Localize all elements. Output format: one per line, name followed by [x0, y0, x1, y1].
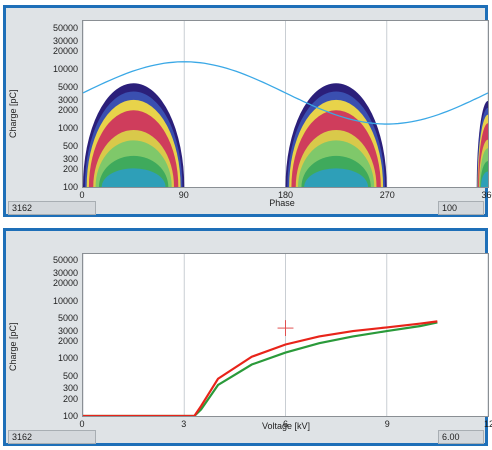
y-tick-label: 1000	[57, 353, 78, 364]
status-left: 3162	[8, 430, 96, 444]
y-tick-label: 5000	[57, 313, 78, 324]
y-axis-title: Charge [pC]	[8, 89, 18, 138]
phase-resolved-chart	[83, 21, 488, 187]
y-tick-label: 2000	[57, 105, 78, 116]
y-tick-label: 3000	[57, 325, 78, 336]
y-axis-title: Charge [pC]	[8, 322, 18, 371]
y-tick-label: 200	[62, 164, 78, 175]
pd-cluster-1-band-7	[304, 168, 369, 187]
x-tick-label: 3	[181, 419, 187, 429]
charge-voltage-panel: Charge [pC] 50000 30000 20000 10000 5000 3000…	[3, 228, 492, 446]
y-tick-label: 20000	[52, 46, 78, 57]
x-tick-label: 180	[277, 190, 294, 200]
x-axis-title: Voltage [kV]	[261, 421, 311, 431]
y-tick-label: 300	[62, 383, 78, 394]
pd-cluster-0-band-7	[101, 168, 166, 187]
x-tick-label: 6	[282, 419, 289, 429]
x-tick-label: 360	[481, 190, 492, 200]
y-tick-label: 10000	[52, 295, 78, 306]
y-tick-label: 30000	[52, 268, 78, 279]
status-right: 6.00	[438, 430, 484, 444]
y-tick-label: 100	[62, 411, 78, 421]
voltage-plot-area[interactable]	[82, 253, 489, 417]
x-tick-label: 9	[384, 419, 390, 429]
status-right: 100	[438, 201, 484, 215]
x-tick-label: 0	[79, 190, 85, 200]
crosshair-cursor[interactable]	[277, 320, 294, 336]
y-tick-label: 2000	[57, 336, 78, 346]
status-left: 3162	[8, 201, 96, 215]
charge-voltage-chart	[83, 254, 488, 416]
y-tick-label: 300	[62, 153, 78, 164]
x-tick-label: 270	[379, 190, 395, 200]
y-tick-label: 1000	[57, 122, 78, 133]
y-tick-label: 10000	[52, 63, 78, 74]
y-tick-label: 20000	[52, 278, 78, 289]
y-tick-label: 200	[62, 393, 78, 404]
x-axis-title: Phase	[269, 198, 295, 208]
y-tick-label: 50000	[52, 255, 78, 266]
y-tick-label: 500	[62, 140, 78, 151]
y-tick-label: 3000	[57, 94, 78, 105]
y-tick-label: 30000	[52, 35, 78, 46]
series-line-1	[83, 321, 438, 416]
phase-plot-area[interactable]	[82, 20, 489, 188]
series-line-0	[83, 320, 438, 416]
reference-sine-line	[83, 61, 488, 125]
x-tick-label: 90	[178, 190, 189, 200]
pd-cluster-2-band-7	[480, 171, 488, 187]
y-tick-label: 500	[62, 370, 78, 381]
phase-resolved-panel: Charge [pC] 50000 30000 20000 10000 5000 3000…	[3, 5, 492, 217]
y-tick-label: 100	[62, 182, 78, 192]
x-tick-label: 12	[483, 419, 492, 429]
y-tick-label: 5000	[57, 81, 78, 92]
y-tick-label: 50000	[52, 22, 78, 33]
x-tick-label: 0	[79, 419, 85, 429]
